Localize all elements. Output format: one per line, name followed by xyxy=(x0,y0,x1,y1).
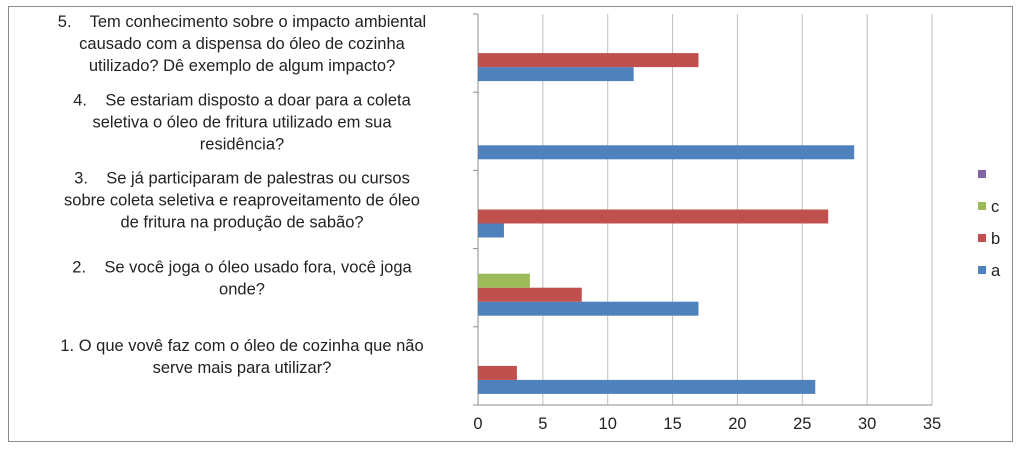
category-label: onde? xyxy=(219,281,265,299)
category-label: 2. Se você joga o óleo usado fora, você … xyxy=(72,259,412,277)
x-tick-label: 15 xyxy=(663,415,681,433)
category-label: seletiva o óleo de fritura utilizado em … xyxy=(93,113,393,131)
x-tick-label: 0 xyxy=(473,415,482,433)
legend-label: b xyxy=(991,230,1000,248)
bar-a xyxy=(478,379,816,394)
category-label: sobre coleta seletiva e reaproveitamento… xyxy=(64,192,420,210)
category-label: 3. Se já participaram de palestras ou cu… xyxy=(74,170,410,188)
legend-swatch xyxy=(978,266,986,274)
x-tick-label: 35 xyxy=(923,415,941,433)
bar-a xyxy=(478,301,699,316)
bar-c xyxy=(478,273,530,288)
category-label: residência? xyxy=(200,135,284,153)
legend-swatch xyxy=(978,202,986,210)
category-label: de fritura na produção de sabão? xyxy=(120,214,363,232)
category-label: 5. Tem conhecimento sobre o impacto ambi… xyxy=(58,13,426,31)
legend-swatch xyxy=(978,170,986,178)
category-label: utilizado? Dê exemplo de algum impacto? xyxy=(89,57,395,75)
bar-b xyxy=(478,53,699,68)
x-tick-label: 25 xyxy=(793,415,811,433)
x-tick-label: 5 xyxy=(538,415,547,433)
legend-label: a xyxy=(991,262,1001,280)
bar-b xyxy=(478,287,582,302)
legend-label: c xyxy=(991,198,999,216)
bar-a xyxy=(478,67,634,82)
bar-a xyxy=(478,145,855,160)
category-label: 1. O que vovê faz com o óleo de cozinha … xyxy=(60,337,423,355)
bar-a xyxy=(478,223,504,238)
category-label: 4. Se estariam disposto a doar para a co… xyxy=(73,91,411,109)
bar-b xyxy=(478,365,517,380)
x-tick-label: 30 xyxy=(858,415,876,433)
x-tick-label: 20 xyxy=(728,415,746,433)
bar-b xyxy=(478,209,829,224)
x-tick-label: 10 xyxy=(599,415,617,433)
category-label: serve mais para utilizar? xyxy=(153,359,332,377)
category-label: causado com a dispensa do óleo de cozinh… xyxy=(79,35,405,53)
legend-swatch xyxy=(978,234,986,242)
